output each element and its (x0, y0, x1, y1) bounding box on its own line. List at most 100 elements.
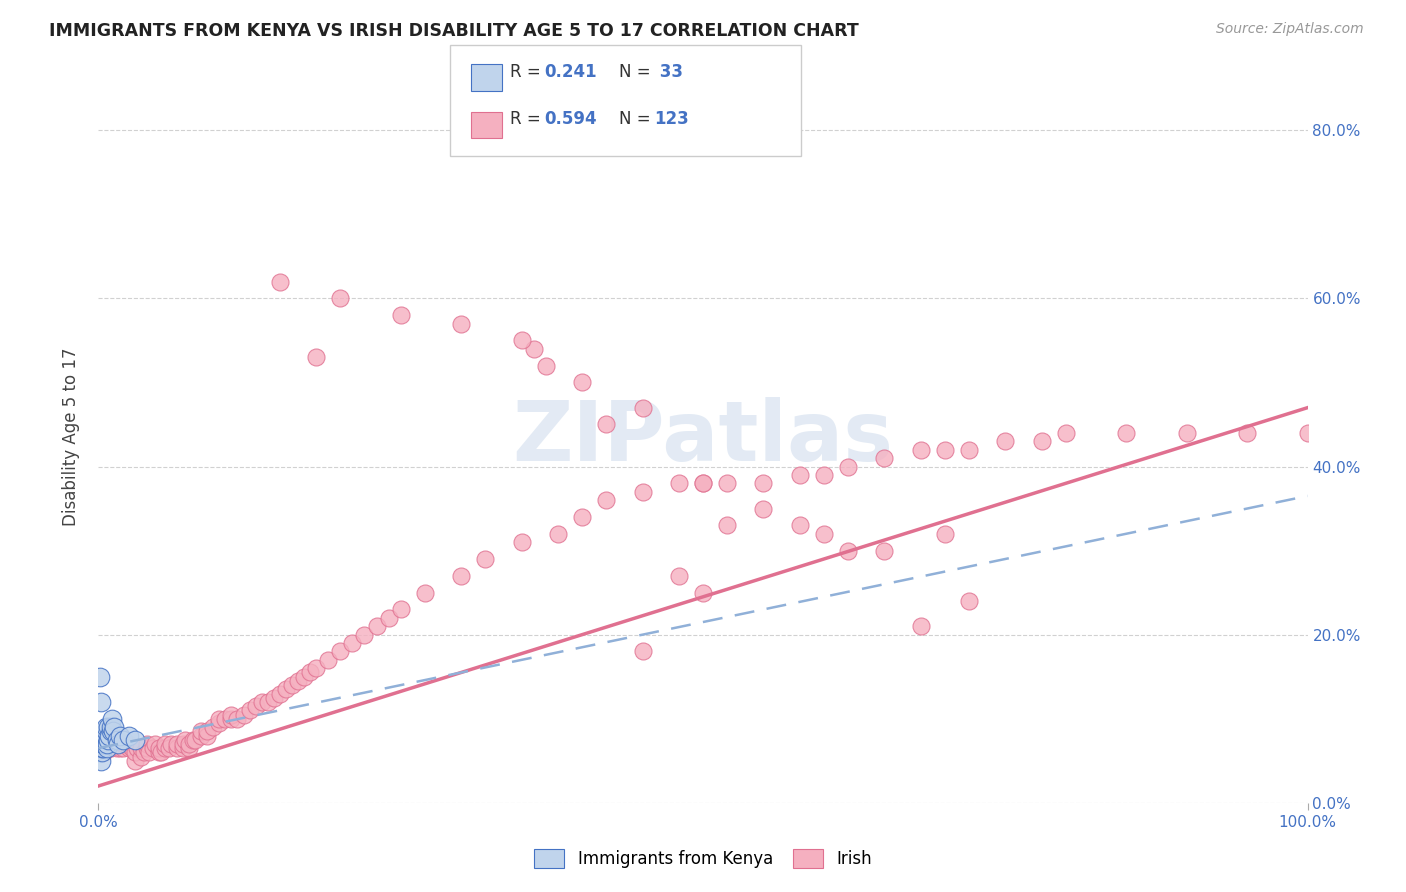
Point (153, 737, 176, 751)
Point (172, 737, 194, 751)
Point (202, 720, 225, 734)
Text: R =: R = (510, 63, 547, 81)
Point (547, 526, 569, 541)
Point (91, 732, 114, 747)
Point (957, 442, 980, 457)
Point (101, 737, 124, 751)
Point (752, 501, 775, 516)
Point (208, 712, 231, 726)
Point (97, 732, 120, 747)
Point (571, 510, 593, 524)
Point (174, 732, 197, 747)
Point (450, 317, 472, 331)
Point (232, 707, 254, 722)
Point (91, 741, 114, 756)
Point (90, 737, 112, 751)
Point (97, 720, 120, 734)
Point (910, 619, 932, 633)
Point (143, 737, 166, 751)
Point (1296, 425, 1319, 440)
Point (305, 661, 328, 675)
Point (353, 627, 375, 641)
Point (91, 737, 114, 751)
Text: ZIPatlas: ZIPatlas (513, 397, 893, 477)
Point (692, 476, 714, 491)
Point (752, 476, 775, 491)
Point (299, 665, 322, 680)
Point (256, 695, 278, 709)
Point (93, 729, 115, 743)
Point (111, 732, 134, 747)
Point (377, 611, 399, 625)
Point (1175, 425, 1198, 440)
Point (873, 543, 896, 558)
Point (274, 682, 297, 697)
Point (789, 467, 811, 482)
Point (631, 484, 654, 499)
Point (195, 729, 218, 743)
Point (98, 729, 121, 743)
Point (91, 741, 114, 756)
Point (221, 712, 243, 726)
Point (148, 745, 170, 759)
Point (837, 459, 859, 474)
Point (91, 737, 114, 751)
Point (90, 695, 112, 709)
Point (166, 737, 188, 751)
Point (190, 729, 212, 743)
Point (100, 737, 122, 751)
Text: IMMIGRANTS FROM KENYA VS IRISH DISABILITY AGE 5 TO 17 CORRELATION CHART: IMMIGRANTS FROM KENYA VS IRISH DISABILIT… (49, 22, 859, 40)
Point (89, 745, 111, 759)
Point (389, 602, 412, 616)
Point (160, 737, 183, 751)
Point (292, 670, 315, 684)
Point (245, 699, 267, 714)
Point (510, 334, 533, 348)
Point (94, 724, 117, 739)
Text: Source: ZipAtlas.com: Source: ZipAtlas.com (1216, 22, 1364, 37)
Point (179, 741, 201, 756)
Point (124, 754, 146, 768)
Text: 0.594: 0.594 (544, 110, 596, 128)
Text: 123: 123 (654, 110, 689, 128)
Point (631, 401, 654, 415)
Point (342, 636, 364, 650)
Point (813, 526, 835, 541)
Point (135, 737, 157, 751)
Point (221, 707, 243, 722)
Point (124, 745, 146, 759)
Point (107, 737, 129, 751)
Text: R =: R = (510, 110, 547, 128)
Point (668, 476, 690, 491)
Point (269, 686, 291, 700)
Point (184, 732, 207, 747)
Point (571, 376, 593, 390)
Point (287, 673, 309, 688)
Point (813, 467, 835, 482)
Point (129, 741, 152, 756)
Point (118, 729, 141, 743)
Point (305, 350, 328, 364)
Point (105, 732, 128, 747)
Point (263, 690, 285, 705)
Point (1236, 425, 1258, 440)
Point (142, 741, 165, 756)
Point (157, 741, 180, 756)
Point (93, 745, 115, 759)
Point (413, 585, 436, 599)
Text: N =: N = (619, 110, 655, 128)
Point (668, 569, 690, 583)
Point (179, 737, 201, 751)
Point (534, 359, 557, 373)
Point (94, 729, 117, 743)
Point (190, 724, 212, 739)
Point (1031, 434, 1053, 449)
Legend: Immigrants from Kenya, Irish: Immigrants from Kenya, Irish (527, 842, 879, 875)
Point (595, 493, 617, 508)
Point (134, 745, 156, 759)
Point (100, 712, 122, 726)
Point (366, 619, 388, 633)
Point (118, 741, 141, 756)
Point (208, 715, 231, 730)
Point (100, 724, 122, 739)
